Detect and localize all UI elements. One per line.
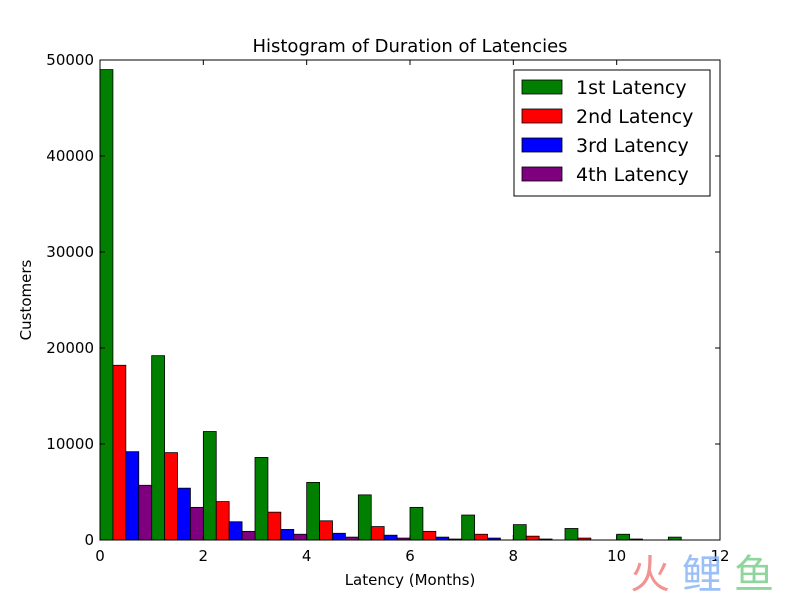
watermark-glyph: 鲤 (682, 552, 722, 596)
bar (254, 457, 269, 541)
bar (319, 520, 333, 541)
bar (112, 364, 127, 541)
y-axis-title: Customers (17, 259, 35, 340)
watermark-logo: 火 鲤 鱼 (630, 552, 774, 596)
legend-label: 2nd Latency (576, 106, 693, 128)
watermark-glyph: 鱼 (734, 552, 774, 596)
bar (616, 533, 630, 541)
bar (474, 533, 488, 541)
x-tick-label: 12 (710, 547, 729, 565)
bar (99, 69, 114, 541)
bar (461, 514, 475, 541)
bar (409, 506, 424, 541)
bar (228, 521, 243, 541)
ticks-layer: 0 2 4 6 8 10 12 0 10000 20000 30000 40000 50000 (46, 51, 729, 565)
x-tick-label: 10 (607, 547, 626, 565)
bar (125, 451, 140, 541)
bars-layer (99, 69, 682, 541)
legend-swatch (521, 79, 563, 95)
x-tick-label: 0 (95, 547, 105, 565)
legend-label: 4th Latency (576, 164, 689, 186)
bar (151, 355, 165, 541)
bar (564, 528, 579, 541)
chart-title: Histogram of Duration of Latencies (252, 36, 567, 57)
legend-label: 1st Latency (576, 77, 687, 99)
x-tick-label: 2 (199, 547, 209, 565)
bar (164, 452, 178, 541)
bar (357, 494, 372, 541)
bar (306, 481, 320, 541)
y-tick-label: 50000 (46, 51, 94, 69)
legend: 1st Latency 2nd Latency 3rd Latency 4th Lat… (513, 69, 711, 197)
bar (370, 526, 385, 541)
bar (280, 529, 295, 541)
bar (267, 511, 282, 541)
bar (202, 431, 217, 541)
x-tick-label: 8 (509, 547, 519, 565)
bar (190, 506, 204, 541)
y-tick-label: 0 (84, 531, 94, 549)
x-tick-label: 6 (405, 547, 415, 565)
bar (383, 534, 398, 541)
bar (215, 501, 230, 541)
y-tick-label: 40000 (46, 147, 94, 165)
legend-swatch (521, 137, 563, 153)
x-axis-title: Latency (Months) (345, 571, 476, 589)
bar (525, 535, 540, 541)
bar (332, 532, 346, 541)
y-tick-label: 10000 (46, 435, 94, 453)
y-tick-label: 20000 (46, 339, 94, 357)
bar (241, 530, 256, 541)
watermark-glyph: 火 (630, 552, 670, 596)
bar (512, 524, 527, 541)
bar (138, 484, 153, 541)
y-tick-label: 30000 (46, 243, 94, 261)
legend-label: 3rd Latency (576, 135, 689, 157)
x-tick-label: 4 (302, 547, 312, 565)
legend-swatch (521, 108, 563, 124)
bar (422, 530, 437, 541)
bar (293, 533, 308, 541)
legend-swatch (521, 166, 563, 182)
bar (177, 487, 191, 541)
